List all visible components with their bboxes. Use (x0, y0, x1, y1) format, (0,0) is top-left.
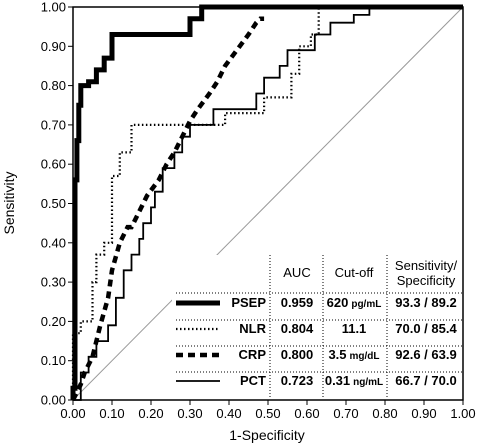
legend-cutoff-value: 620 (327, 295, 349, 310)
series-line-psep (70, 4, 463, 400)
legend-header-sens-line1: Sensitivity/ (395, 258, 458, 273)
legend-cutoff-unit: pg/mL (351, 299, 381, 310)
legend-rows: PSEP 0.959 620 pg/mL 93.3 / 89.2 NLR 0.804 11.1… (176, 295, 457, 388)
y-tick-label: 0.90 (41, 39, 66, 54)
legend-name: PSEP (231, 295, 266, 310)
series-line-crp (70, 16, 265, 402)
x-tick-label: 0.40 (216, 406, 241, 421)
legend-cutoff: 3.5 mg/dL (328, 347, 379, 362)
y-tick-label: 0.30 (41, 275, 66, 290)
legend-auc: 0.800 (281, 347, 314, 362)
legend-name: PCT (240, 373, 266, 388)
legend-cutoff-value: 0.31 (325, 373, 350, 388)
legend-cutoff-unit: mg/dL (350, 351, 380, 362)
legend-cutoff: 0.31 ng/mL (325, 373, 383, 388)
y-tick-label: 0.70 (41, 117, 66, 132)
legend-header-sens-line2: Specificity (397, 273, 456, 288)
x-tick-label: 0.90 (411, 406, 436, 421)
y-tick-label: 0.10 (41, 353, 66, 368)
legend-header-auc: AUC (283, 265, 310, 280)
legend-header-cutoff: Cut-off (335, 265, 374, 280)
x-tick-label: 0.50 (255, 406, 280, 421)
y-axis-title: Sensitivity (1, 171, 17, 234)
x-tick-label: 0.10 (99, 406, 124, 421)
legend-table: AUC Cut-off Sensitivity/ Specificity PSE… (172, 255, 462, 397)
legend-auc: 0.804 (281, 321, 314, 336)
x-tick-label: 0.80 (372, 406, 397, 421)
legend-sens-spec: 70.0 / 85.4 (395, 321, 457, 336)
series-layer (70, 4, 463, 402)
y-tick-label: 0.60 (41, 157, 66, 172)
x-tick-label: 1.00 (450, 406, 475, 421)
y-tick-label: 0.80 (41, 78, 66, 93)
legend-sens-spec: 93.3 / 89.2 (395, 295, 456, 310)
x-tick-label: 0.30 (177, 406, 202, 421)
reference-diagonal (72, 6, 464, 401)
legend-sens-spec: 66.7 / 70.0 (395, 373, 456, 388)
reference-layer (72, 6, 464, 401)
x-axis-title: 1-Specificity (229, 427, 304, 443)
legend-cutoff: 620 pg/mL (327, 295, 382, 310)
legend-name: NLR (239, 321, 266, 336)
x-tick-label: 0.00 (60, 406, 85, 421)
y-tick-label: 0.50 (41, 196, 66, 211)
legend-cutoff: 11.1 (342, 321, 367, 336)
x-tick-label: 0.70 (333, 406, 358, 421)
legend-auc: 0.723 (281, 373, 314, 388)
legend-cutoff-value: 3.5 (328, 347, 346, 362)
legend-background (172, 255, 462, 397)
x-tick-label: 0.20 (138, 406, 163, 421)
y-tick-label: 0.40 (41, 235, 66, 250)
y-tick-label: 0.20 (41, 314, 66, 329)
legend-row-crp: CRP 0.800 3.5 mg/dL 92.6 / 63.9 (176, 347, 457, 362)
x-tick-label: 0.60 (294, 406, 319, 421)
legend-cutoff-unit: ng/mL (353, 377, 383, 388)
axes-layer: 0.00 0.10 0.20 0.30 0.40 0.50 0.60 0.70 0.80 0.90… (41, 0, 476, 421)
legend-sens-spec: 92.6 / 63.9 (395, 347, 456, 362)
y-tick-label: 0.00 (41, 393, 66, 408)
legend-row-pct: PCT 0.723 0.31 ng/mL 66.7 / 70.0 (176, 373, 457, 388)
legend-row-psep: PSEP 0.959 620 pg/mL 93.3 / 89.2 (176, 295, 457, 310)
legend-auc: 0.959 (281, 295, 314, 310)
legend-row-nlr: NLR 0.804 11.1 70.0 / 85.4 (176, 321, 457, 336)
legend-cutoff-value: 11.1 (342, 321, 367, 336)
legend-name: CRP (239, 347, 267, 362)
y-tick-label: 1.00 (41, 0, 66, 15)
series-line-pct (73, 6, 463, 401)
